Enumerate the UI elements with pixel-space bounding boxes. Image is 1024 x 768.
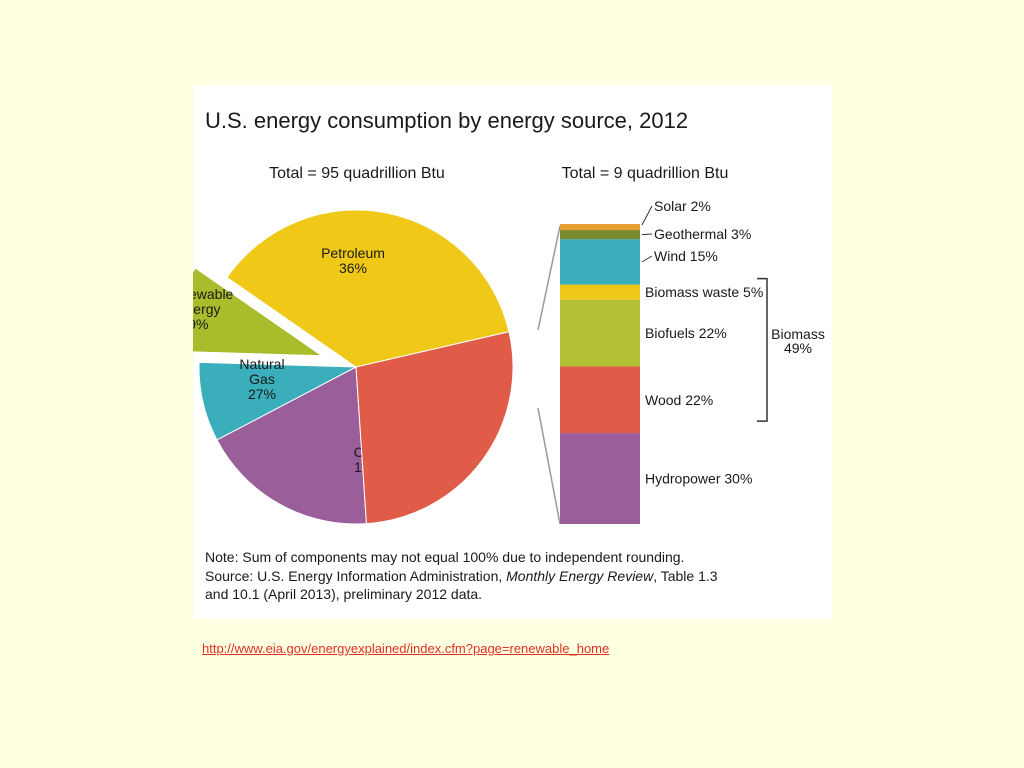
bar-segment-geothermal — [560, 230, 640, 240]
bar-label-wood: Wood 22% — [645, 392, 713, 408]
bar-label-hydropower: Hydropower 30% — [645, 471, 752, 487]
biomass-group-label: Biomass 49% — [771, 326, 825, 356]
bar-label-biofuels: Biofuels 22% — [645, 325, 727, 341]
pie-slice-renewable-energy — [193, 267, 324, 357]
pie-label-petroleum: Petroleum 36% — [321, 245, 385, 276]
chart-panel: U.S. energy consumption by energy source… — [193, 85, 832, 619]
pie-slice-natural-gas — [355, 331, 514, 525]
chart-title: U.S. energy consumption by energy source… — [205, 108, 688, 133]
leader-line-wind — [641, 255, 653, 263]
note-line-1: Note: Sum of components may not equal 10… — [205, 549, 684, 565]
note-line-2: Source: U.S. Energy Information Administ… — [205, 568, 718, 584]
bar-segment-wind — [560, 239, 640, 285]
bar-subtitle: Total = 9 quadrillion Btu — [562, 165, 729, 182]
pie-slice-coal — [216, 366, 367, 525]
bar-label-solar: Solar 2% — [654, 198, 711, 214]
bar-segment-wood — [560, 366, 640, 434]
bar-segment-biofuels — [560, 299, 640, 367]
bar-segment-biomass-waste — [560, 284, 640, 300]
biomass-bracket — [757, 277, 768, 422]
bar-segment-hydropower — [560, 433, 640, 524]
connector-line-top — [537, 225, 561, 331]
chart-svg: U.S. energy consumption by energy source… — [193, 108, 825, 602]
pie-chart: Petroleum36%RenewableEnergy9%NuclearElec… — [193, 209, 514, 525]
bar-segment-solar — [560, 224, 640, 231]
stacked-bar-chart: Hydropower 30% Wood 22% Biofuels 22% Biomas… — [537, 198, 825, 525]
pie-subtitle: Total = 95 quadrillion Btu — [269, 165, 445, 182]
bar-label-geothermal: Geothermal 3% — [654, 226, 751, 242]
bar-label-biomass-waste: Biomass waste 5% — [645, 284, 763, 300]
leader-line-geothermal — [641, 233, 653, 236]
connector-line-bottom — [537, 407, 561, 525]
source-link[interactable]: http://www.eia.gov/energyexplained/index… — [202, 641, 610, 656]
pie-slice-petroleum — [226, 209, 510, 368]
pie-label-natural-gas: Natural Gas 27% — [239, 356, 284, 402]
leader-line-solar — [641, 205, 653, 226]
note-line-3: and 10.1 (April 2013), preliminary 2012 … — [205, 586, 482, 602]
pie-label-renewable-energy: RenewableEnergy9% — [193, 286, 234, 332]
bar-label-wind: Wind 15% — [654, 248, 718, 264]
